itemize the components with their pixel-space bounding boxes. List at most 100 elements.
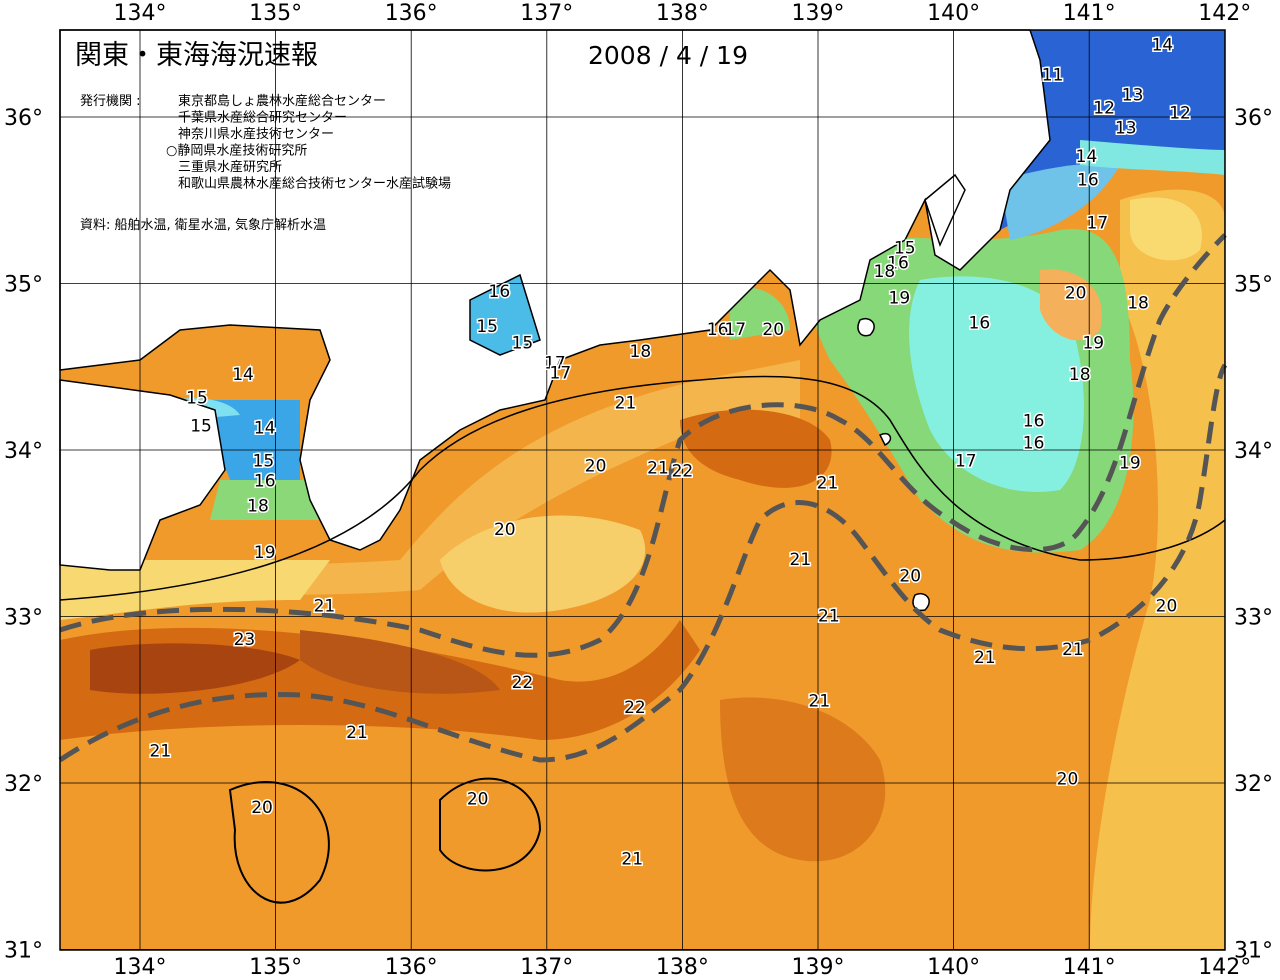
lon-label-top: 140° [927,1,980,26]
lon-label-bottom: 136° [385,955,438,980]
contour-line [228,781,330,904]
title: 関東・東海海況速報 [75,40,318,71]
publisher-label: 発行機関 : [80,94,141,109]
publisher: 千葉県水産総合研究センター [178,110,347,126]
contour-label: 16 [1023,412,1045,432]
contour-label: 20 [494,520,516,540]
lon-label-bottom: 142° [1198,955,1251,980]
contour-label: 21 [647,458,669,478]
contour-label: 17 [724,320,746,340]
contour-label: 19 [1119,453,1141,473]
lon-label-top: 136° [385,1,438,26]
contour-line [59,375,1226,601]
lat-label-right: 34° [1234,439,1273,464]
lon-label-bottom: 135° [249,955,302,980]
contour-label: 12 [1169,104,1191,124]
lat-label-right: 33° [1234,606,1273,631]
contour-label: 15 [186,388,208,408]
contour-label: 23 [234,630,256,650]
contour-label: 18 [1069,365,1091,385]
lat-label-left: 31° [4,939,43,964]
contour-label: 12 [1093,99,1115,119]
contour-label: 21 [809,691,831,711]
contour-label: 15 [512,333,534,353]
lat-label-right: 36° [1234,106,1273,131]
contour-label: 21 [818,607,840,627]
contour-label: 16 [1023,433,1045,453]
contour-label: 19 [1082,333,1104,353]
contour-label: 21 [150,741,172,761]
contour-label: 20 [251,798,273,818]
contour-label: 11 [1042,65,1064,85]
contour-label: 14 [232,365,254,385]
contour-label: 21 [314,597,336,617]
publisher: 東京都島しょ農林水産総合センター [178,93,386,109]
contour-label: 16 [969,313,991,333]
contour-label: 22 [512,673,534,693]
source: 資料: 船舶水温, 衛星水温, 気象庁解析水温 [80,217,326,233]
contour-label: 19 [889,288,911,308]
lat-label-left: 32° [4,772,43,797]
lat-label-left: 33° [4,606,43,631]
publisher: 神奈川県水産技術センター [178,126,334,142]
contour-line [439,777,542,872]
contour-label: 16 [707,320,729,340]
contour-label: 13 [1122,85,1144,105]
contour-label: 20 [762,320,784,340]
date: 2008 / 4 / 19 [588,41,748,70]
contour-label: 21 [790,550,812,570]
lat-label-left: 36° [4,106,43,131]
lon-label-top: 139° [792,1,845,26]
contour-label: 17 [550,363,572,383]
lon-label-bottom: 137° [520,955,573,980]
publishers: 東京都島しょ農林水産総合センター千葉県水産総合研究センター神奈川県水産技術センタ… [166,93,451,192]
contour-label: 21 [615,393,637,413]
lon-label-bottom: 138° [656,955,709,980]
lon-label-bottom: 140° [927,955,980,980]
contour-label: 16 [254,472,276,492]
contour-label: 21 [621,850,643,870]
map-frame [59,29,1226,951]
contour-label: 15 [253,452,275,472]
contour-label: 18 [874,262,896,282]
contour-label: 17 [544,353,566,373]
kuroshio-axis [58,233,1228,763]
contour-label: 14 [1152,35,1174,55]
lon-label-top: 142° [1198,1,1251,26]
contour-label: 20 [899,567,921,587]
lat-label-right: 35° [1234,273,1273,298]
contour-label: 22 [624,698,646,718]
contour-label: 14 [1076,147,1098,167]
contour-label: 21 [974,648,996,668]
contour-label: 21 [346,723,368,743]
lat-label-right: 31° [1234,939,1273,964]
contour-label: 14 [254,418,276,438]
contour-label: 22 [672,462,694,482]
contour-label: 20 [1156,597,1178,617]
contour-label: 16 [489,282,511,302]
contour-label: 20 [467,790,489,810]
contour-label: 20 [585,457,607,477]
contour-label: 18 [1127,293,1149,313]
lon-label-top: 138° [656,1,709,26]
lon-label-top: 141° [1063,1,1116,26]
lon-label-bottom: 134° [114,955,167,980]
contour-label: 21 [817,473,839,493]
publisher: 三重県水産研究所 [178,159,282,175]
lat-label-left: 34° [4,439,43,464]
lon-label-bottom: 141° [1063,955,1116,980]
publisher: 和歌山県農林水産総合技術センター水産試験場 [178,176,451,192]
contour-label: 21 [1062,640,1084,660]
lat-label-left: 35° [4,273,43,298]
publisher: ○静岡県水産技術研究所 [166,143,307,159]
contour-label: 20 [1057,770,1079,790]
lon-label-top: 134° [114,1,167,26]
contour-label: 17 [955,452,977,472]
contour-label: 15 [894,239,916,259]
contour-label: 13 [1115,119,1137,139]
contour-label: 15 [190,417,212,437]
contour-label: 20 [1065,283,1087,303]
contour-label: 18 [630,342,652,362]
